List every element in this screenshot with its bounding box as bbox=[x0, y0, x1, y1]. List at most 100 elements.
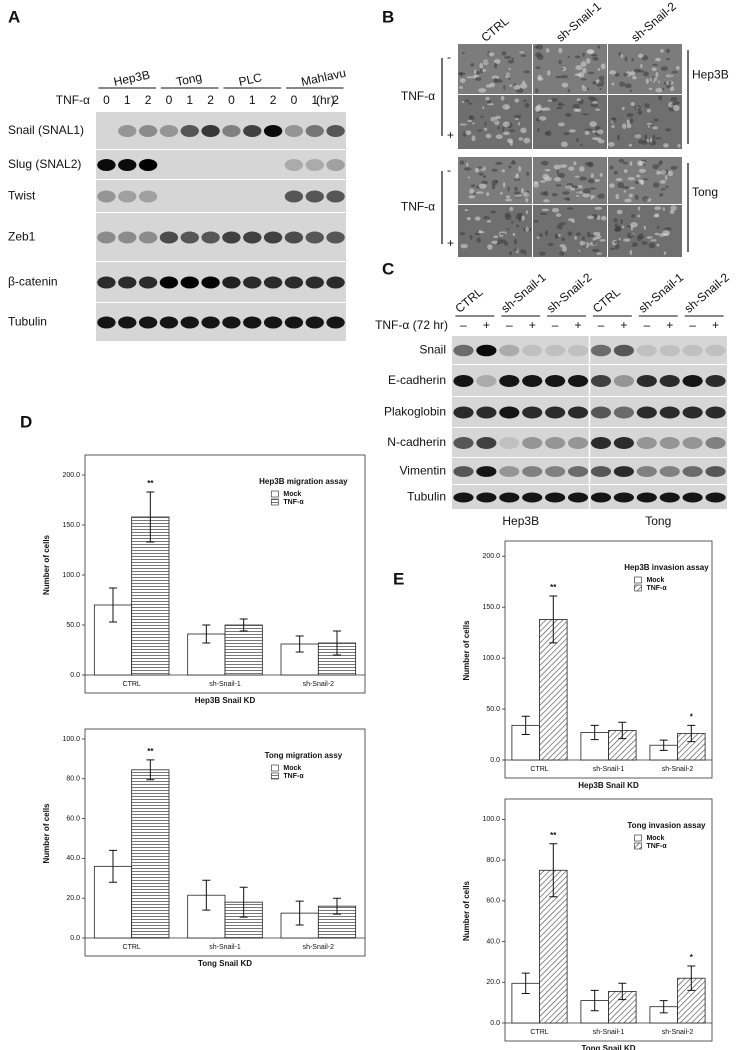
band bbox=[682, 466, 703, 477]
x-tick-label: sh-Snail-2 bbox=[303, 681, 335, 688]
cell bbox=[586, 49, 595, 54]
cell bbox=[494, 180, 499, 183]
band bbox=[138, 190, 158, 203]
cell bbox=[624, 198, 632, 203]
bar bbox=[224, 624, 263, 676]
cell bbox=[567, 88, 570, 93]
cell bbox=[572, 104, 580, 109]
cell bbox=[671, 70, 678, 74]
cell bbox=[670, 97, 678, 102]
band bbox=[659, 406, 680, 419]
sign-label: + bbox=[666, 318, 673, 332]
cell bbox=[502, 104, 511, 110]
cell bbox=[665, 174, 668, 181]
cell bbox=[514, 186, 518, 192]
y-tick-label: 150.0 bbox=[482, 604, 500, 611]
band bbox=[636, 375, 657, 387]
y-tick-label: 100.0 bbox=[482, 816, 500, 823]
cell bbox=[631, 214, 636, 218]
cell bbox=[560, 141, 568, 148]
y-tick-label: 150.0 bbox=[62, 522, 80, 529]
cell bbox=[567, 55, 570, 59]
y-tick-label: 80.0 bbox=[66, 776, 80, 783]
cell bbox=[629, 161, 633, 166]
cell bbox=[656, 243, 660, 247]
band bbox=[499, 492, 520, 503]
cell bbox=[597, 45, 601, 49]
cell bbox=[652, 126, 658, 130]
y-tick-label: 200.0 bbox=[62, 472, 80, 479]
band bbox=[522, 437, 543, 449]
cell bbox=[620, 219, 623, 225]
band bbox=[705, 492, 726, 503]
sign-label: + bbox=[447, 128, 454, 142]
cell bbox=[469, 234, 473, 240]
cell bbox=[509, 140, 513, 146]
y-tick-label: 0.0 bbox=[70, 672, 80, 679]
cell bbox=[654, 232, 660, 236]
error-bar bbox=[109, 849, 117, 883]
x-axis-title: Hep3B Snail KD bbox=[578, 781, 639, 790]
cell bbox=[579, 166, 585, 172]
band bbox=[636, 466, 657, 477]
cell bbox=[507, 59, 515, 64]
error-bar bbox=[146, 491, 155, 543]
sign-label: + bbox=[575, 318, 582, 332]
y-tick-label: 100.0 bbox=[482, 655, 500, 662]
cell bbox=[650, 239, 657, 242]
y-tick-label: 0.0 bbox=[490, 757, 500, 764]
error-bar bbox=[239, 618, 248, 632]
cell bbox=[659, 180, 666, 184]
cell bbox=[629, 249, 633, 256]
cell bbox=[468, 114, 474, 119]
error-bar bbox=[590, 724, 599, 741]
band bbox=[682, 492, 703, 503]
cell bbox=[561, 246, 568, 252]
y-tick-label: 0.0 bbox=[70, 935, 80, 942]
band bbox=[613, 344, 634, 357]
cell bbox=[629, 89, 632, 92]
band bbox=[705, 375, 726, 387]
cell bbox=[480, 115, 484, 118]
band bbox=[138, 316, 158, 329]
band bbox=[159, 125, 179, 137]
band bbox=[243, 231, 262, 244]
cell bbox=[490, 210, 497, 214]
row-label: Zeb1 bbox=[8, 230, 36, 244]
band bbox=[545, 466, 566, 477]
y-tick-label: 40.0 bbox=[486, 938, 500, 945]
cell bbox=[660, 66, 668, 72]
cell bbox=[599, 239, 606, 242]
cell bbox=[581, 236, 585, 242]
cell bbox=[646, 122, 653, 126]
band bbox=[453, 375, 474, 387]
cell bbox=[665, 185, 669, 189]
cell bbox=[658, 80, 661, 84]
error-bar bbox=[549, 843, 558, 898]
band bbox=[705, 344, 726, 357]
cell bbox=[508, 67, 511, 71]
cell bbox=[637, 214, 641, 218]
chart-frame bbox=[84, 728, 366, 957]
band bbox=[97, 159, 116, 171]
band bbox=[118, 125, 137, 137]
legend-swatch bbox=[634, 834, 642, 842]
y-tick-label: 100.0 bbox=[62, 572, 80, 579]
cell bbox=[495, 134, 503, 140]
cell bbox=[479, 68, 483, 74]
chart-frame bbox=[504, 540, 713, 779]
x-axis-title: Hep3B Snail KD bbox=[195, 696, 256, 705]
cell bbox=[617, 182, 625, 189]
cell bbox=[649, 137, 653, 143]
cell bbox=[544, 230, 549, 236]
cell bbox=[569, 187, 576, 191]
band bbox=[636, 437, 657, 449]
cell bbox=[470, 184, 476, 188]
cell bbox=[559, 244, 566, 248]
band bbox=[263, 231, 283, 244]
cell bbox=[466, 76, 474, 79]
cell bbox=[544, 176, 552, 182]
cell bbox=[521, 188, 524, 194]
cell bbox=[591, 54, 598, 57]
sign-label: - bbox=[447, 50, 451, 64]
